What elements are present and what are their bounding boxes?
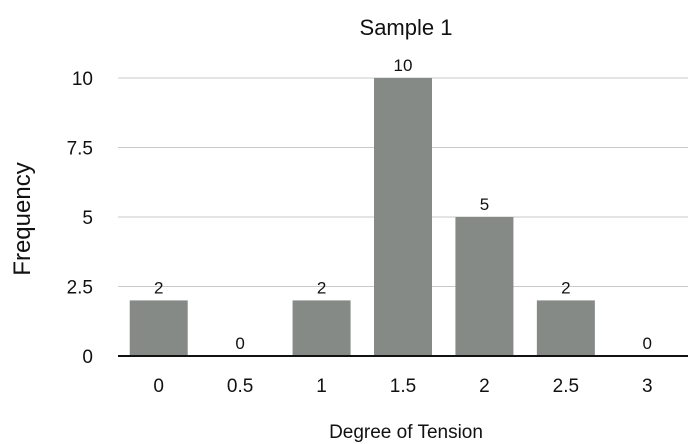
- data-label: 2: [154, 278, 163, 297]
- x-tick-label: 2: [479, 376, 490, 397]
- x-tick-label: 2.5: [553, 376, 579, 397]
- y-tick-labels: 0 2.5 5 7.5 10: [67, 69, 93, 368]
- bar: [536, 300, 595, 356]
- bar: [455, 217, 514, 356]
- data-label: 0: [643, 334, 652, 353]
- data-labels: 2 0 2 10 5 2 0: [154, 56, 652, 353]
- bar: [374, 78, 432, 356]
- x-tick-label: 0: [153, 376, 164, 397]
- data-label: 2: [317, 278, 326, 297]
- y-tick-label: 2.5: [67, 278, 93, 299]
- data-label: 0: [235, 334, 244, 353]
- data-label: 5: [480, 195, 489, 214]
- y-tick-label: 7.5: [67, 139, 93, 160]
- data-label: 2: [561, 278, 570, 297]
- x-tick-label: 1.5: [390, 376, 416, 397]
- chart-title: Sample 1: [360, 15, 453, 40]
- bars: [129, 78, 595, 356]
- data-label: 10: [394, 56, 413, 75]
- x-tick-label: 1: [316, 376, 327, 397]
- bar: [292, 300, 351, 356]
- y-axis-label: Frequency: [9, 162, 36, 275]
- y-tick-label: 0: [82, 347, 93, 368]
- x-tick-label: 0.5: [227, 376, 253, 397]
- x-tick-labels: 0 0.5 1 1.5 2 2.5 3: [153, 376, 652, 397]
- y-tick-label: 5: [82, 208, 93, 229]
- bar: [129, 300, 188, 356]
- y-tick-label: 10: [72, 69, 93, 90]
- x-axis-label: Degree of Tension: [329, 422, 483, 443]
- x-tick-label: 3: [642, 376, 653, 397]
